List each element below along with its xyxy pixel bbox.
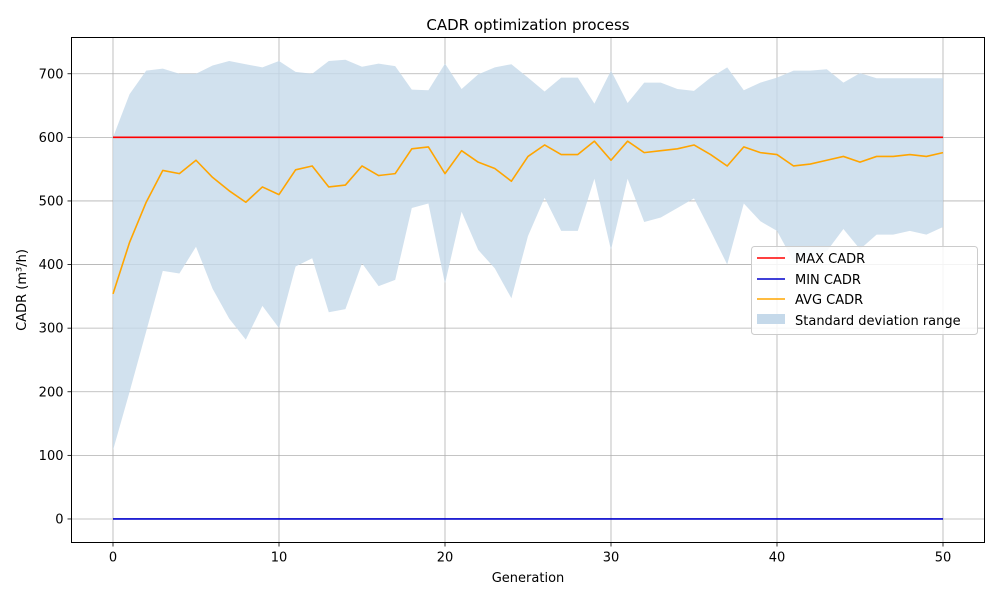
- y-tick-label: 200: [39, 385, 64, 400]
- x-axis-label: Generation: [492, 571, 565, 586]
- x-tick-label: 10: [271, 551, 288, 566]
- x-tick-label: 40: [769, 551, 786, 566]
- x-tick-label: 0: [109, 551, 117, 566]
- y-tick-label: 600: [39, 131, 64, 146]
- y-tick-label: 700: [39, 67, 64, 82]
- chart-title: CADR optimization process: [426, 16, 629, 34]
- legend-swatch-std-band: [757, 314, 785, 324]
- y-tick-label: 400: [39, 258, 64, 273]
- legend-label-max-cadr: MAX CADR: [795, 252, 865, 267]
- legend-label-min-cadr: MIN CADR: [795, 273, 861, 288]
- x-tick-label: 50: [935, 551, 952, 566]
- line-layer: [112, 136, 944, 520]
- axes-frame: [71, 37, 985, 543]
- legend-box: [751, 246, 978, 335]
- legend: MAX CADR MIN CADR AVG CADR Standard devi…: [751, 246, 978, 335]
- y-tick-label: 300: [39, 322, 64, 337]
- legend-label-avg-cadr: AVG CADR: [795, 293, 863, 308]
- legend-label-std-band: Standard deviation range: [795, 314, 961, 329]
- x-tick-label: 30: [603, 551, 620, 566]
- avg-cadr-line: [112, 140, 944, 295]
- y-tick-label: 100: [39, 449, 64, 464]
- y-axis-label: CADR (m³/h): [15, 249, 30, 331]
- x-tick-label: 20: [437, 551, 454, 566]
- y-tick-label: 0: [55, 512, 63, 527]
- y-tick-label: 500: [39, 194, 64, 209]
